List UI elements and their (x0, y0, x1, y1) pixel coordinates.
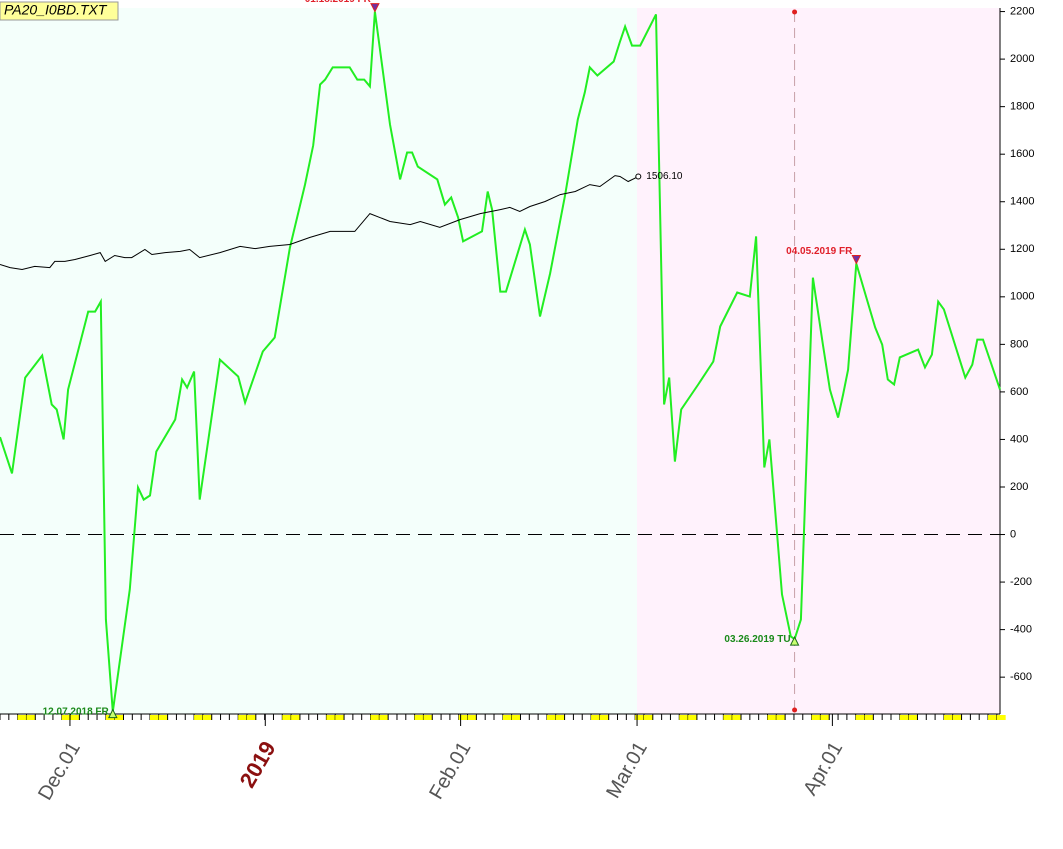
week-block (247, 715, 256, 720)
week-block (149, 715, 159, 720)
week-block (511, 715, 521, 720)
week-block (370, 715, 380, 720)
x-tick-label: Feb.01 (425, 738, 475, 803)
week-block (943, 715, 953, 720)
chart-title: PA20_I0BD.TXT (4, 2, 108, 18)
annotation: 04.05.2019 FR (786, 246, 853, 257)
week-block (158, 715, 168, 720)
week-block (114, 715, 124, 720)
week-block (732, 715, 742, 720)
y-tick-label: -400 (1010, 624, 1032, 636)
shaded-region (0, 8, 638, 714)
y-tick-label: 800 (1010, 338, 1028, 350)
cursor-dot (792, 9, 798, 15)
last-value-marker (635, 173, 642, 180)
signal-arrow (851, 255, 862, 265)
week-block (17, 715, 27, 720)
y-tick-label: 600 (1010, 386, 1028, 398)
y-tick-label: -600 (1010, 671, 1032, 683)
week-block (776, 715, 786, 720)
week-block (599, 715, 609, 720)
y-tick-label: 2000 (1010, 53, 1034, 65)
week-block (458, 715, 468, 720)
y-tick-label: 1400 (1010, 196, 1034, 208)
week-block (326, 715, 336, 720)
week-block (467, 715, 477, 720)
week-block (61, 715, 71, 720)
week-block (996, 715, 1006, 720)
background-layer (0, 8, 1000, 714)
week-block (70, 715, 80, 720)
week-block (643, 715, 653, 720)
week-block (414, 715, 424, 720)
week-block (767, 715, 777, 720)
signal-arrow (370, 3, 380, 13)
shaded-region (637, 8, 1000, 714)
signal-arrow (107, 708, 118, 719)
y-tick-label: -200 (1010, 576, 1032, 588)
week-block (908, 715, 918, 720)
annotation: 1506.10 (646, 171, 683, 182)
x-tick-label: Mar.01 (602, 738, 652, 802)
week-block (194, 715, 203, 720)
week-block (555, 715, 565, 720)
week-block (238, 715, 248, 720)
y-tick-label: 1600 (1010, 148, 1034, 160)
week-block (635, 715, 644, 720)
signal-arrow (789, 636, 800, 646)
annotation: 03.26.2019 TU (724, 634, 790, 645)
week-block (26, 715, 36, 720)
week-block (546, 715, 556, 720)
week-block (282, 715, 292, 720)
week-block (855, 715, 865, 720)
cursor-dot (792, 707, 798, 713)
week-block (952, 715, 962, 720)
y-tick-label: 1200 (1010, 243, 1034, 255)
week-block (811, 715, 821, 720)
week-block (335, 715, 345, 720)
week-block (591, 715, 600, 720)
annotation: 12.07.2018 FR (43, 706, 110, 717)
y-tick-label: 200 (1010, 481, 1028, 493)
x-tick-label: Apr.01 (799, 738, 847, 799)
week-block (820, 715, 830, 720)
week-block (864, 715, 874, 720)
week-block (899, 715, 909, 720)
week-block (202, 715, 212, 720)
series-line (0, 175, 639, 271)
week-block (379, 715, 389, 720)
y-tick-label: 0 (1010, 528, 1016, 540)
week-block (688, 715, 697, 720)
y-tick-label: 1000 (1010, 291, 1034, 303)
y-tick-label: 400 (1010, 433, 1028, 445)
week-block (988, 715, 997, 720)
series-line (0, 11, 1001, 712)
week-block (679, 715, 689, 720)
title-box (0, 1, 119, 21)
y-tick-label: 1800 (1010, 101, 1034, 113)
week-block (423, 715, 433, 720)
week-block (502, 715, 512, 720)
week-block (291, 715, 300, 720)
x-tick-label: Dec.01 (34, 738, 85, 804)
y-tick-label: 2200 (1010, 5, 1034, 17)
week-block (723, 715, 733, 720)
x-tick-label: 2019 (235, 737, 281, 792)
annotation: 01.18.2019 FR (305, 0, 372, 5)
